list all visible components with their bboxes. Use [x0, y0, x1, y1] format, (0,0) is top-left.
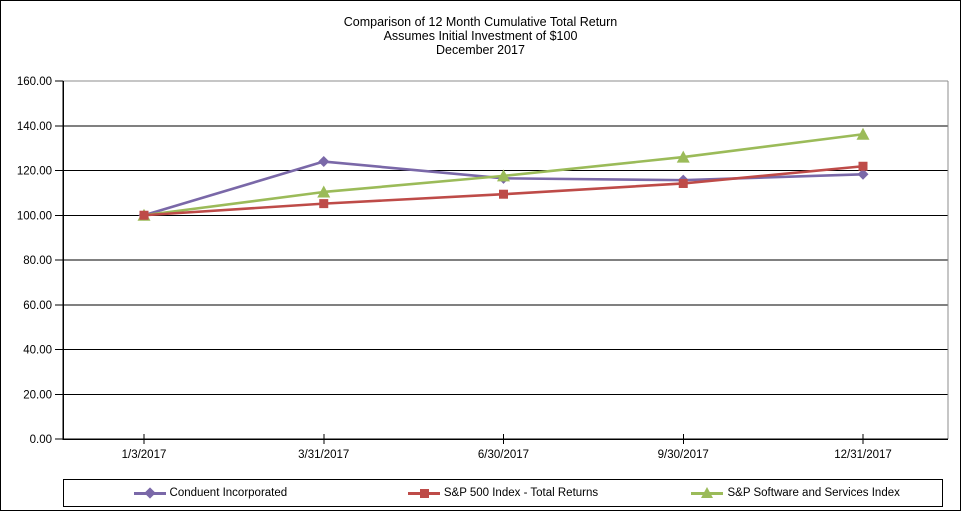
legend: Conduent Incorporated S&P 500 Index - To…	[63, 479, 943, 507]
chart-title-line-1: Comparison of 12 Month Cumulative Total …	[343, 15, 618, 29]
chart-title-line-2: Assumes Initial Investment of $100	[383, 29, 578, 43]
legend-label-sp500: S&P 500 Index - Total Returns	[443, 487, 599, 499]
svg-text:1/3/2017: 1/3/2017	[122, 449, 167, 461]
svg-text:12/31/2017: 12/31/2017	[834, 449, 892, 461]
square-icon	[407, 487, 440, 499]
svg-text:3/31/2017: 3/31/2017	[298, 449, 349, 461]
legend-item-spsoftware: S&P Software and Services Index	[649, 487, 942, 499]
svg-text:100.00: 100.00	[17, 210, 52, 222]
chart-title-block: Comparison of 12 Month Cumulative Total …	[1, 15, 960, 57]
diamond-icon	[133, 487, 166, 499]
svg-text:60.00: 60.00	[23, 300, 52, 312]
legend-label-spsoftware: S&P Software and Services Index	[727, 487, 900, 499]
svg-text:120.00: 120.00	[17, 166, 52, 178]
svg-text:6/30/2017: 6/30/2017	[478, 449, 529, 461]
triangle-icon	[691, 487, 724, 499]
svg-text:0.00: 0.00	[30, 434, 52, 446]
svg-text:80.00: 80.00	[23, 255, 52, 267]
legend-item-sp500: S&P 500 Index - Total Returns	[357, 487, 650, 499]
svg-text:9/30/2017: 9/30/2017	[658, 449, 709, 461]
svg-text:140.00: 140.00	[17, 121, 52, 133]
svg-text:40.00: 40.00	[23, 345, 52, 357]
legend-item-conduent: Conduent Incorporated	[64, 487, 357, 499]
svg-text:160.00: 160.00	[17, 76, 52, 88]
chart-title-line-3: December 2017	[436, 43, 525, 57]
legend-label-conduent: Conduent Incorporated	[169, 487, 288, 499]
svg-text:20.00: 20.00	[23, 389, 52, 401]
